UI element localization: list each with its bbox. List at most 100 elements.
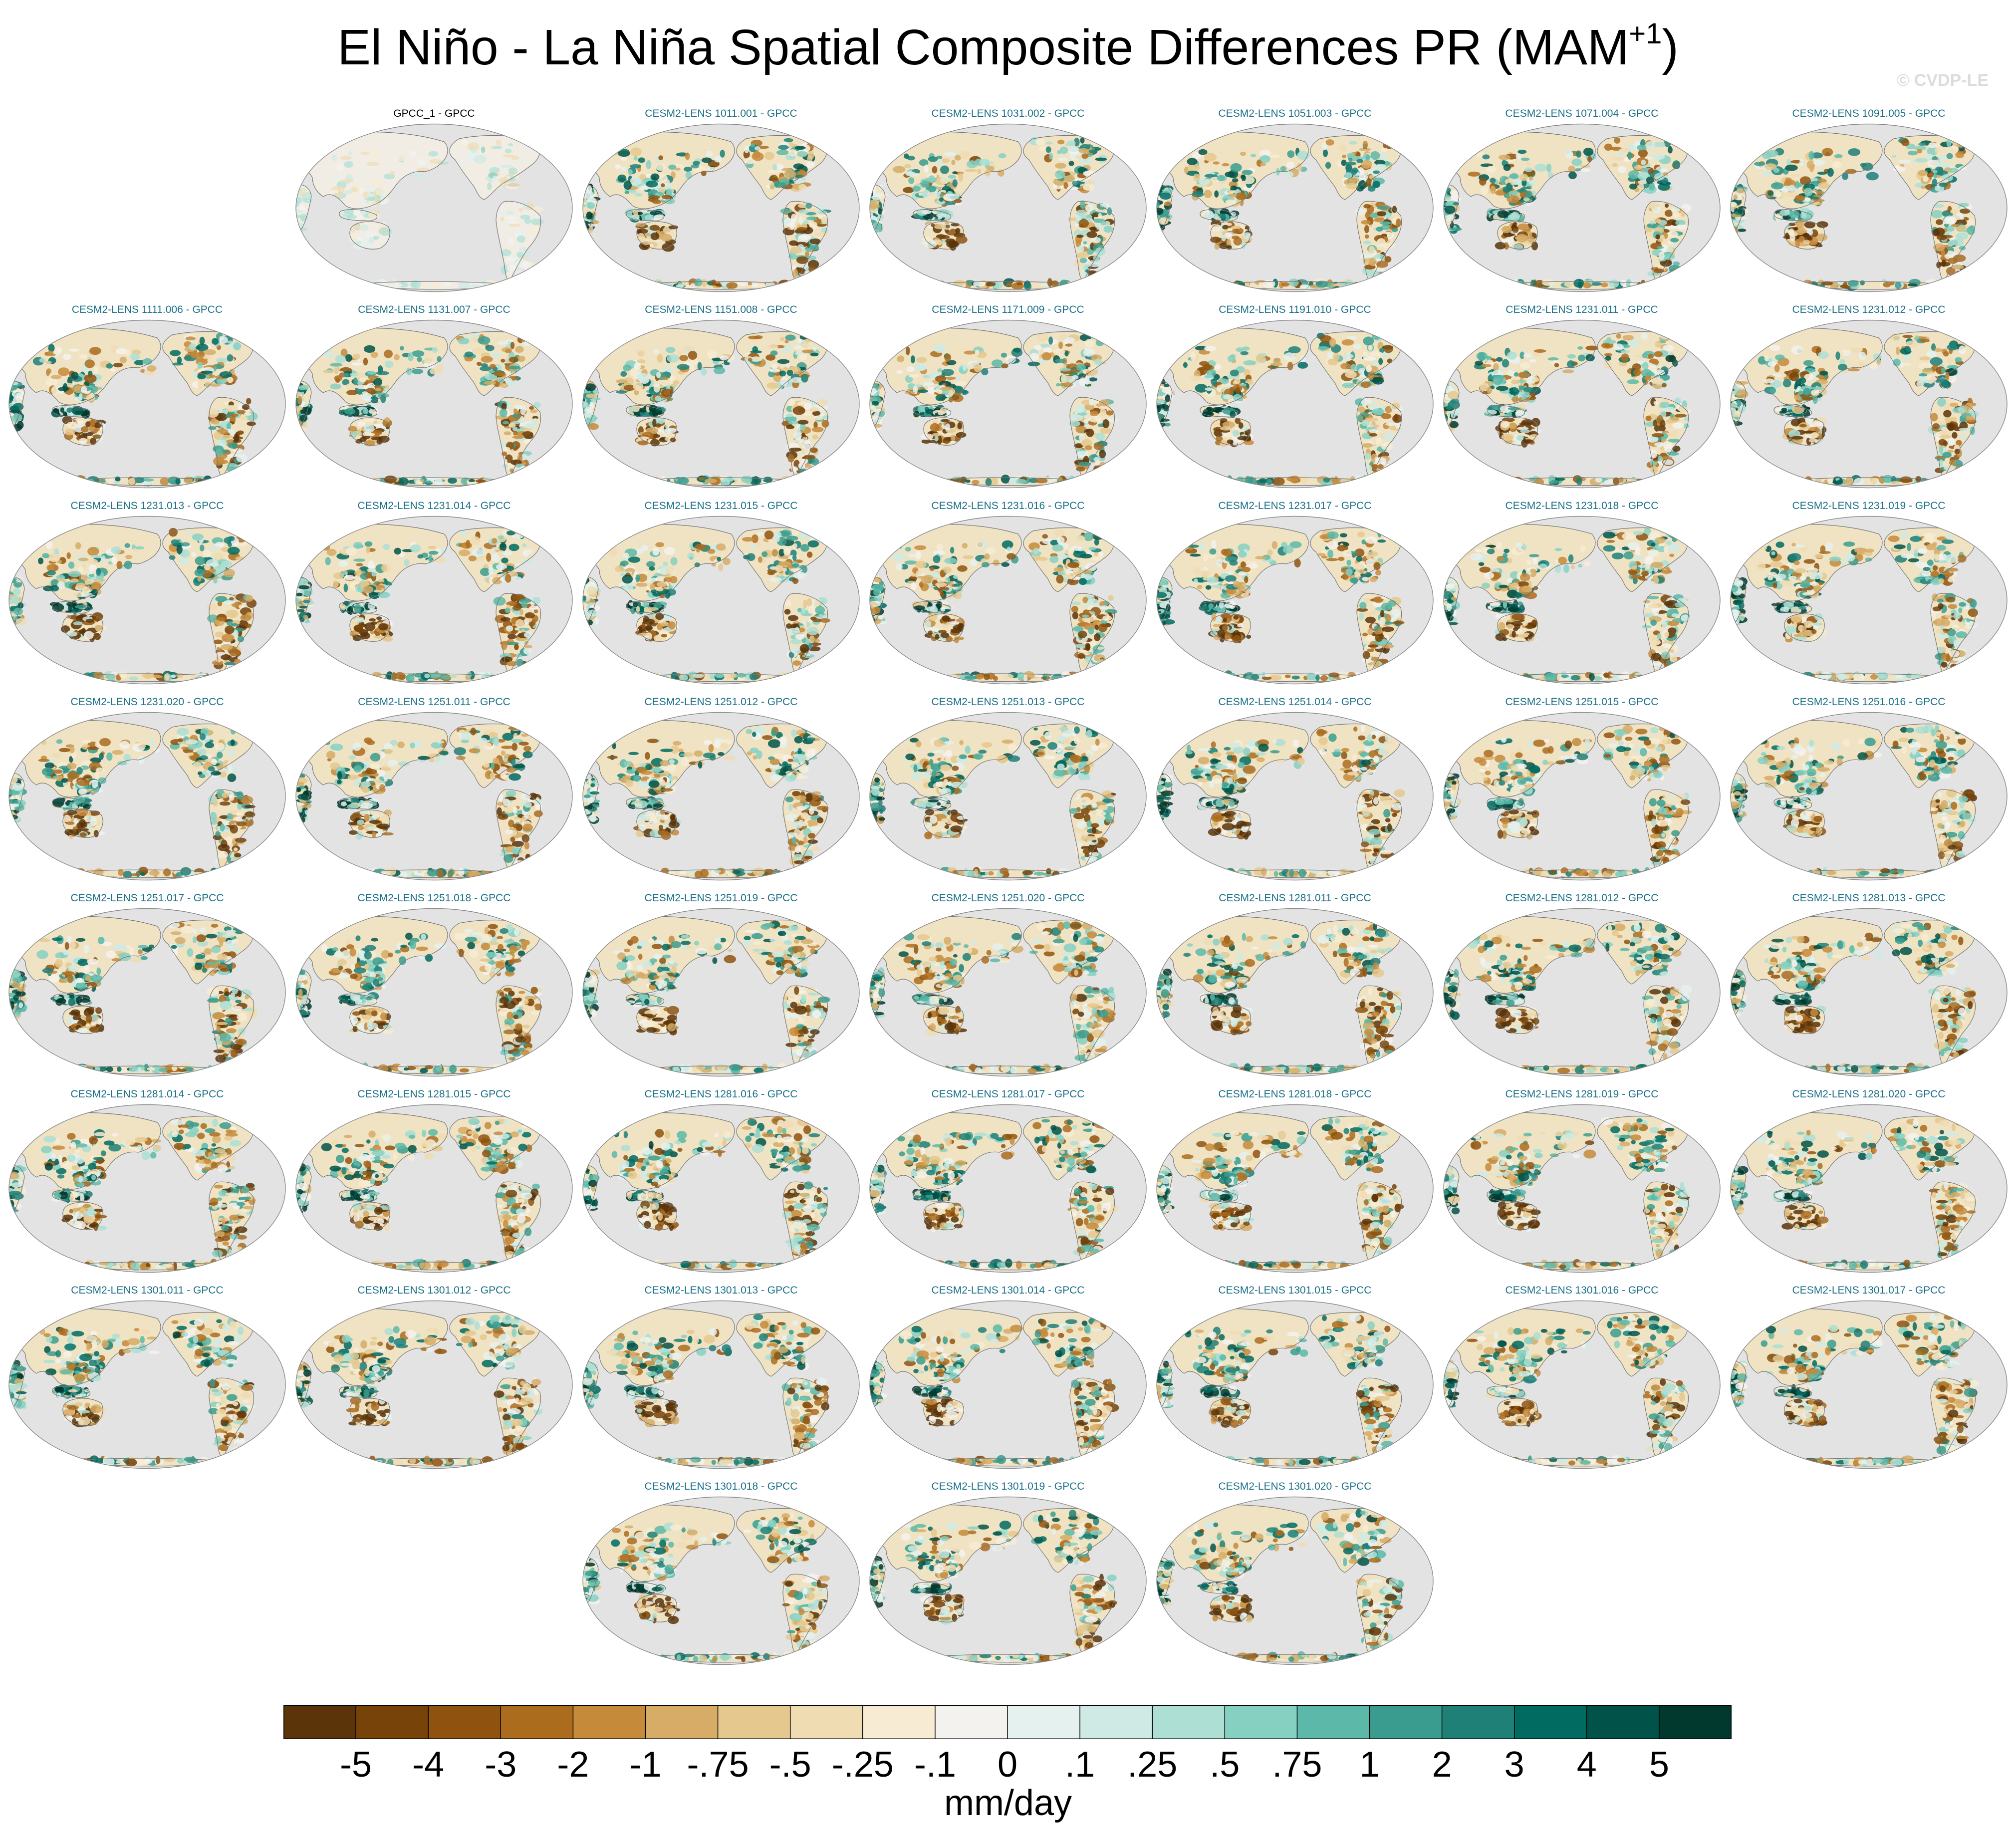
map-border: [869, 319, 1147, 489]
anomaly-cell: [1118, 134, 1126, 141]
map-panel: CESM2-LENS 1111.006 - GPCC: [7, 304, 287, 494]
anomaly-cell: [366, 161, 379, 166]
anomaly-cell: [48, 344, 55, 352]
anomaly-cell: [1951, 224, 1960, 228]
anomaly-cell: [504, 149, 512, 153]
anomaly-cell: [199, 336, 205, 345]
anomaly-cell: [197, 380, 203, 389]
anomaly-cell: [1029, 353, 1039, 361]
anomaly-cell: [1242, 346, 1250, 351]
anomaly-cell: [829, 329, 839, 334]
anomaly-cell: [940, 387, 952, 391]
anomaly-cell: [828, 134, 838, 139]
anomaly-cell: [1273, 358, 1281, 366]
world-map: [1443, 123, 1721, 292]
anomaly-cell: [1322, 142, 1327, 151]
anomaly-cell: [1325, 139, 1334, 146]
anomaly-cell: [1661, 168, 1668, 172]
anomaly-cell: [682, 280, 689, 286]
anomaly-cell: [458, 281, 470, 289]
anomaly-cell: [519, 466, 528, 475]
map-panel: CESM2-LENS 1171.009 - GPCC: [868, 304, 1148, 494]
anomaly-cell: [252, 336, 261, 342]
anomaly-cell: [819, 331, 832, 340]
anomaly-cell: [1638, 183, 1644, 190]
maritime-coastline: [52, 405, 91, 417]
anomaly-cell: [831, 134, 839, 137]
anomaly-cell: [190, 351, 200, 358]
anomaly-cell: [1100, 427, 1111, 434]
anomaly-cell: [1907, 283, 1918, 287]
anomaly-cell: [1497, 210, 1509, 218]
panel-title: CESM2-LENS 1131.007 - GPCC: [294, 304, 574, 317]
anomaly-cell: [1114, 139, 1122, 145]
anomaly-cell: [1978, 141, 1985, 147]
anomaly-cell: [1071, 181, 1078, 186]
anomaly-cell: [185, 336, 196, 341]
anomaly-cell: [941, 419, 950, 422]
anomaly-cell: [916, 357, 927, 363]
anomaly-cell: [1397, 134, 1406, 139]
anomaly-cell: [535, 139, 546, 147]
anomaly-cell: [906, 366, 915, 372]
anomaly-cell: [508, 366, 521, 370]
anomaly-cell: [932, 166, 938, 174]
anomaly-cell: [793, 460, 800, 469]
anomaly-cell: [1204, 212, 1209, 219]
greenland-land: [1970, 133, 1989, 147]
anomaly-cell: [772, 164, 777, 171]
anomaly-cell: [998, 169, 1005, 177]
australia-coastline: [349, 417, 390, 446]
anomaly-cell: [1509, 173, 1519, 180]
map-panel: CESM2-LENS 1031.002 - GPCC: [868, 108, 1148, 297]
anomaly-cell: [1054, 163, 1066, 169]
anomaly-cell: [216, 357, 229, 363]
anomaly-cell: [543, 331, 553, 340]
anomaly-cell: [1119, 132, 1132, 141]
anomaly-cell: [1785, 178, 1791, 182]
anomaly-cell: [545, 338, 553, 342]
anomaly-cell: [795, 175, 803, 178]
anomaly-cell: [1399, 134, 1409, 138]
anomaly-cell: [1113, 331, 1123, 336]
anomaly-cell: [517, 355, 525, 362]
anomaly-cell: [690, 283, 696, 289]
anomaly-cell: [498, 177, 511, 184]
anomaly-cell: [1076, 364, 1086, 371]
anomaly-cell: [784, 416, 797, 422]
anomaly-cell: [260, 329, 265, 335]
anomaly-cell: [357, 421, 366, 427]
anomaly-cell: [638, 157, 645, 163]
anomaly-cell: [1120, 136, 1130, 142]
anomaly-cell: [1603, 164, 1612, 168]
anomaly-cell: [790, 377, 802, 383]
anomaly-cell: [805, 161, 815, 168]
anomaly-cell: [60, 407, 64, 413]
anomaly-cell: [1106, 135, 1117, 141]
anomaly-cell: [1650, 220, 1654, 225]
anomaly-cell: [645, 233, 651, 237]
anomaly-cell: [1231, 226, 1241, 230]
panel-title: CESM2-LENS 1031.002 - GPCC: [868, 108, 1148, 121]
anomaly-cell: [745, 476, 753, 484]
anomaly-cell: [1669, 139, 1677, 144]
anomaly-cell: [816, 204, 824, 212]
anomaly-cell: [1114, 337, 1121, 344]
anomaly-cell: [508, 224, 521, 227]
world-map: [1730, 123, 2008, 292]
anomaly-cell: [798, 203, 808, 208]
anomaly-cell: [788, 254, 798, 260]
anomaly-cell: [1528, 176, 1533, 181]
anomaly-cell: [1240, 151, 1246, 156]
anomaly-cell: [957, 422, 963, 430]
anomaly-cell: [1982, 133, 1991, 143]
anomaly-cell: [1108, 139, 1114, 148]
anomaly-cell: [942, 438, 951, 444]
anomaly-cell: [1923, 176, 1929, 182]
anomaly-cell: [1075, 425, 1087, 434]
anomaly-cell: [948, 175, 956, 179]
anomaly-cell: [1662, 253, 1675, 260]
anomaly-cell: [633, 382, 643, 391]
anomaly-cell: [1102, 419, 1109, 428]
greenland-land: [1396, 329, 1415, 343]
